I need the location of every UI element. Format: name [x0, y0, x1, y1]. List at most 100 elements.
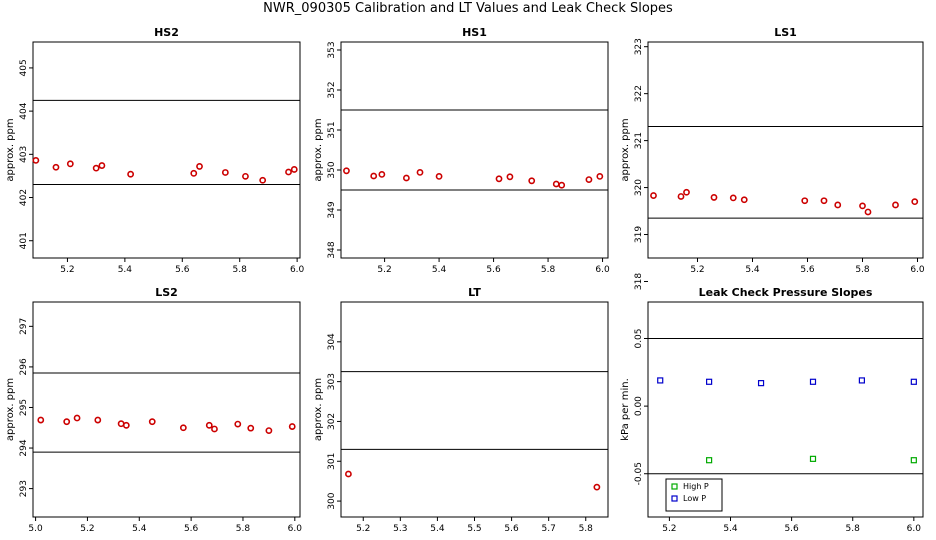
x-tick-label: 6.0 [907, 524, 922, 534]
data-point [66, 160, 74, 168]
data-point [859, 202, 866, 210]
data-point [585, 176, 593, 183]
data-point [801, 197, 809, 205]
legend-label: High P [683, 482, 709, 491]
x-tick-label: 5.7 [542, 524, 556, 534]
data-point [242, 172, 249, 180]
data-point [94, 416, 102, 424]
y-tick-label: 293 [19, 480, 29, 497]
page-title: NWR_090305 Calibration and LT Values and… [263, 1, 673, 16]
panel-3: LS1 approx. ppm 5.2 5.4 5.6 5.8 6.0 318 319 320 32… [620, 26, 925, 290]
data-point [127, 170, 135, 178]
y-tick-label: 0.05 [634, 328, 644, 348]
x-tick-label: 6.0 [595, 265, 610, 275]
y-tick-label: 0.00 [634, 396, 644, 416]
panel-6: Leak Check Pressure Slopes kPa per min. 5.… [620, 286, 924, 534]
y-tick-label: 353 [327, 41, 337, 58]
data-point [402, 174, 410, 182]
x-tick-label: 6.0 [288, 524, 303, 534]
data-point [650, 192, 657, 199]
x-tick-label: 5.8 [233, 265, 248, 275]
data-point [729, 194, 737, 202]
y-tick-label: 402 [19, 189, 29, 206]
x-tick-label: 5.6 [504, 524, 519, 534]
data-point [285, 168, 292, 176]
y-tick-label: 320 [634, 179, 644, 196]
data-point [710, 194, 718, 201]
plot-frame [340, 301, 609, 518]
y-tick-label: 303 [327, 373, 337, 390]
data-point [740, 196, 748, 204]
data-point [122, 421, 130, 429]
data-point [593, 483, 601, 491]
data-point [370, 172, 378, 180]
legend-marker [671, 495, 678, 502]
legend-label: Low P [683, 494, 706, 503]
y-tick-label: 294 [19, 439, 29, 456]
data-point [378, 170, 386, 178]
plot-frame [32, 41, 301, 259]
data-point [558, 181, 566, 189]
data-point [247, 424, 255, 432]
x-tick-label: 5.6 [486, 265, 501, 275]
x-tick-label: 5.5 [467, 524, 481, 534]
data-point [37, 416, 45, 424]
data-point [506, 173, 514, 181]
panel-title: HS2 [154, 26, 179, 39]
data-point [92, 164, 100, 172]
x-tick-label: 6.0 [290, 265, 305, 275]
data-point [596, 172, 604, 180]
data-point [290, 166, 298, 173]
panel-title: HS1 [462, 26, 487, 39]
data-point [677, 193, 685, 200]
x-tick-label: 5.4 [432, 265, 447, 275]
data-point [552, 180, 560, 188]
y-axis-label: approx. ppm [313, 378, 324, 441]
x-tick-label: 5.6 [784, 524, 799, 534]
legend-marker [671, 483, 678, 490]
data-point [345, 470, 352, 478]
x-tick-label: 5.3 [393, 524, 407, 534]
data-point [858, 377, 865, 384]
y-tick-label: 301 [327, 453, 337, 470]
x-tick-label: 5.4 [132, 524, 147, 534]
y-tick-label: 350 [327, 161, 337, 178]
x-tick-label: 5.6 [184, 524, 199, 534]
data-point [265, 427, 273, 434]
y-tick-label: 351 [327, 121, 337, 138]
y-tick-label: 300 [327, 492, 337, 509]
data-point [657, 377, 664, 384]
x-tick-label: 5.2 [356, 524, 370, 534]
data-point [288, 423, 296, 430]
x-tick-label: 5.6 [800, 265, 815, 275]
x-tick-label: 5.2 [60, 265, 74, 275]
panel-title: Leak Check Pressure Slopes [699, 286, 873, 299]
y-tick-label: 295 [19, 399, 29, 416]
x-tick-label: 5.8 [855, 265, 870, 275]
data-point [221, 169, 229, 176]
y-tick-label: 403 [19, 146, 29, 163]
x-tick-label: 6.0 [910, 265, 925, 275]
data-point [706, 378, 713, 385]
y-tick-label: 302 [327, 413, 337, 430]
y-axis-label: approx. ppm [620, 118, 631, 181]
data-point [52, 163, 60, 171]
y-tick-label: 297 [19, 318, 29, 335]
data-point [809, 455, 817, 462]
data-point [179, 424, 187, 432]
data-point [259, 176, 267, 184]
x-tick-label: 5.6 [175, 265, 190, 275]
data-point [205, 421, 213, 429]
y-axis-label: approx. ppm [5, 118, 16, 181]
y-axis-label: approx. ppm [313, 118, 324, 181]
panel-title: LT [468, 286, 481, 299]
x-tick-label: 5.2 [80, 524, 94, 534]
x-tick-label: 5.2 [377, 265, 391, 275]
data-point [63, 418, 71, 426]
y-tick-label: 296 [19, 358, 29, 375]
plot-frame [647, 301, 924, 518]
y-tick-label: 304 [327, 333, 337, 350]
panel-title: LS1 [774, 26, 797, 39]
x-tick-label: 5.0 [28, 524, 43, 534]
data-point [864, 208, 872, 216]
